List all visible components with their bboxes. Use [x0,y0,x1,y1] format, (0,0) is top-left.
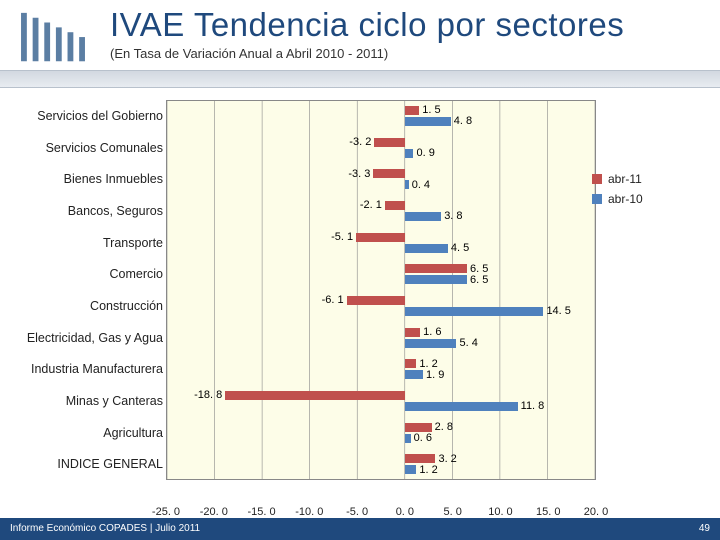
legend-swatch-abr11 [592,174,602,184]
value-label: 1. 9 [426,369,444,381]
slide-title: IVAE Tendencia ciclo por sectores [110,6,624,44]
bar-abr10 [405,212,441,221]
value-label: 11. 8 [521,400,545,412]
slide-root: IVAE Tendencia ciclo por sectores (En Ta… [0,0,720,540]
x-tick-label: 5. 0 [435,506,471,518]
bar-abr10 [405,307,544,316]
value-label: 0. 9 [416,147,434,159]
legend-label-abr10: abr-10 [608,192,643,206]
category-label: Construcción [13,299,163,313]
bar-abr10 [405,149,414,158]
value-label: 0. 6 [414,432,432,444]
category-label: INDICE GENERAL [13,457,163,471]
x-tick-label: -25. 0 [148,506,184,518]
category-label: Electricidad, Gas y Agua [13,331,163,345]
value-label: 2. 8 [435,421,453,433]
value-label: 1. 2 [419,464,437,476]
chart-grid [167,101,595,479]
value-label: -2. 1 [360,199,382,211]
value-label: 4. 5 [451,242,469,254]
category-label: Transporte [13,236,163,250]
bar-abr11 [347,296,405,305]
bar-abr11 [385,201,405,210]
bar-abr11 [405,106,419,115]
bar-abr11 [373,169,405,178]
bar-abr11 [356,233,405,242]
value-label: -3. 3 [348,168,370,180]
bar-abr11 [405,328,420,337]
category-label: Comercio [13,267,163,281]
footer-text: Informe Económico COPADES | Julio 2011 [10,523,200,534]
value-label: 4. 8 [454,115,472,127]
x-tick-label: -15. 0 [244,506,280,518]
x-tick-label: 15. 0 [530,506,566,518]
value-label: -3. 2 [349,136,371,148]
bar-abr11 [374,138,405,147]
bar-abr10 [405,434,411,443]
value-label: 3. 2 [438,453,456,465]
value-label: 5. 4 [459,337,477,349]
slide-subtitle: (En Tasa de Variación Anual a Abril 2010… [110,46,388,61]
category-label: Minas y Canteras [13,394,163,408]
value-label: 6. 5 [470,274,488,286]
value-label: -5. 1 [331,231,353,243]
x-tick-label: 20. 0 [578,506,614,518]
bar-abr11 [405,454,436,463]
value-label: -18. 8 [194,389,222,401]
x-tick-label: -20. 0 [196,506,232,518]
value-label: -6. 1 [322,294,344,306]
bar-abr10 [405,370,423,379]
x-tick-label: -5. 0 [339,506,375,518]
bar-abr11 [225,391,405,400]
legend-swatch-abr10 [592,194,602,204]
value-label: 1. 5 [422,104,440,116]
chart-area: -25. 0-20. 0-15. 0-10. 0-5. 00. 05. 010.… [18,100,708,500]
page-number: 49 [699,518,710,540]
bar-abr10 [405,117,451,126]
category-label: Agricultura [13,426,163,440]
legend-label-abr11: abr-11 [608,172,642,186]
chart-legend: abr-11 abr-10 [592,172,643,212]
bar-abr10 [405,339,457,348]
logo-icon [14,8,92,70]
bar-abr10 [405,402,518,411]
bar-abr11 [405,359,416,368]
chart-plot [166,100,596,480]
x-tick-label: -10. 0 [291,506,327,518]
header-band [0,70,720,88]
x-tick-label: 0. 0 [387,506,423,518]
value-label: 3. 8 [444,210,462,222]
value-label: 1. 6 [423,326,441,338]
footer-bar: Informe Económico COPADES | Julio 2011 4… [0,518,720,540]
category-label: Bienes Inmuebles [13,172,163,186]
value-label: 0. 4 [412,179,430,191]
category-label: Industria Manufacturera [13,362,163,376]
bar-abr10 [405,180,409,189]
x-tick-label: 10. 0 [482,506,518,518]
category-label: Bancos, Seguros [13,204,163,218]
bar-abr10 [405,244,448,253]
bar-abr11 [405,423,432,432]
bar-abr11 [405,264,467,273]
legend-item-abr10: abr-10 [592,192,643,206]
bar-abr10 [405,465,416,474]
bar-abr10 [405,275,467,284]
category-label: Servicios del Gobierno [13,109,163,123]
value-label: 14. 5 [546,305,570,317]
category-label: Servicios Comunales [13,141,163,155]
legend-item-abr11: abr-11 [592,172,643,186]
